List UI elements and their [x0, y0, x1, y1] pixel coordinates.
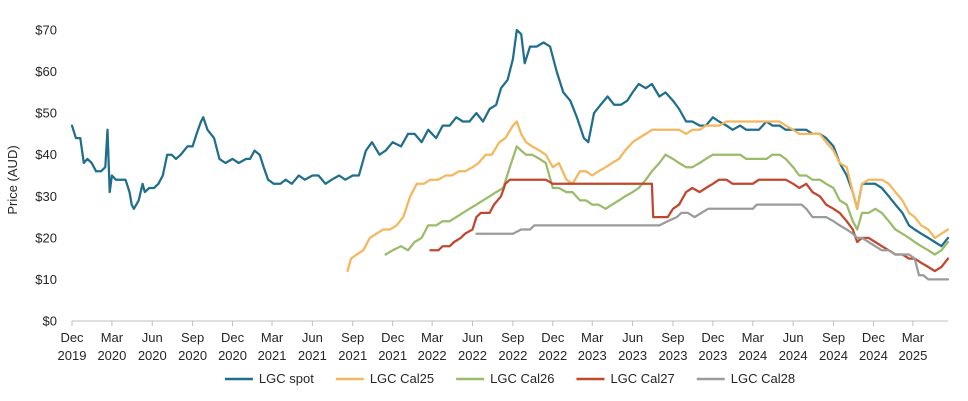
x-tick-label: Dec 2020	[218, 330, 247, 363]
y-tick-label: $70	[35, 23, 57, 38]
x-tick-label: Dec 2022	[538, 330, 567, 363]
y-axis-title: Price (AUD)	[5, 145, 20, 214]
y-tick-label: $50	[35, 106, 57, 121]
y-tick-label: $60	[35, 64, 57, 79]
y-tick-label: $10	[35, 272, 57, 287]
y-tick-label: $30	[35, 189, 57, 204]
y-axis-ticks: $0 $10 $20 $30 $40 $50 $60 $70	[35, 23, 57, 329]
x-tick-label: Jun 2023	[618, 330, 647, 363]
x-tick-label: Sep 2024	[819, 330, 848, 363]
x-tick-label: Dec 2023	[698, 330, 727, 363]
y-tick-label: $0	[43, 314, 57, 329]
x-tick-label: Mar 2020	[97, 330, 126, 363]
x-tick-label: Mar 2021	[258, 330, 287, 363]
x-tick-label: Mar 2022	[418, 330, 447, 363]
series-line-lgc-cal25	[346, 120, 950, 273]
legend-label-lgc-spot: LGC spot	[259, 371, 314, 386]
series-lines	[70, 28, 950, 281]
y-tick-label: $20	[35, 230, 57, 245]
x-tick-label: Jun 2020	[138, 330, 167, 363]
x-tick-label: Mar 2024	[738, 330, 767, 363]
legend-label-lgc-cal26: LGC Cal26	[490, 371, 554, 386]
x-tick-label: Jun 2021	[298, 330, 327, 363]
series-line-lgc-spot	[70, 28, 950, 248]
legend-label-lgc-cal27: LGC Cal27	[610, 371, 674, 386]
series-line-lgc-cal26	[384, 145, 950, 256]
x-tick-label: Jun 2024	[779, 330, 808, 363]
x-tick-label: Sep 2021	[338, 330, 367, 363]
x-tick-label: Sep 2023	[659, 330, 688, 363]
legend-label-lgc-cal25: LGC Cal25	[370, 371, 434, 386]
x-tick-label: Mar 2025	[898, 330, 927, 363]
x-tick-label: Jun 2022	[458, 330, 487, 363]
legend: LGC spot LGC Cal25 LGC Cal26 LGC Cal27 LGC C…	[224, 371, 795, 386]
x-tick-label: Sep 2020	[178, 330, 207, 363]
x-tick-label: Mar 2023	[578, 330, 607, 363]
y-axis-title-group: Price (AUD)	[5, 145, 20, 214]
series-line-lgc-cal27	[429, 178, 950, 273]
legend-label-lgc-cal28: LGC Cal28	[731, 371, 795, 386]
x-tick-label: Sep 2022	[498, 330, 527, 363]
x-tick-label: Dec 2024	[859, 330, 888, 363]
x-tick-label: Dec 2019	[58, 330, 87, 363]
x-axis-ticks: Dec 2019 Mar 2020 Jun 2020 Sep 2020 Dec 2020 Mar 20…	[58, 321, 927, 363]
x-tick-label: Dec 2021	[378, 330, 407, 363]
y-tick-label: $40	[35, 147, 57, 162]
series-line-lgc-cal28	[475, 203, 950, 281]
